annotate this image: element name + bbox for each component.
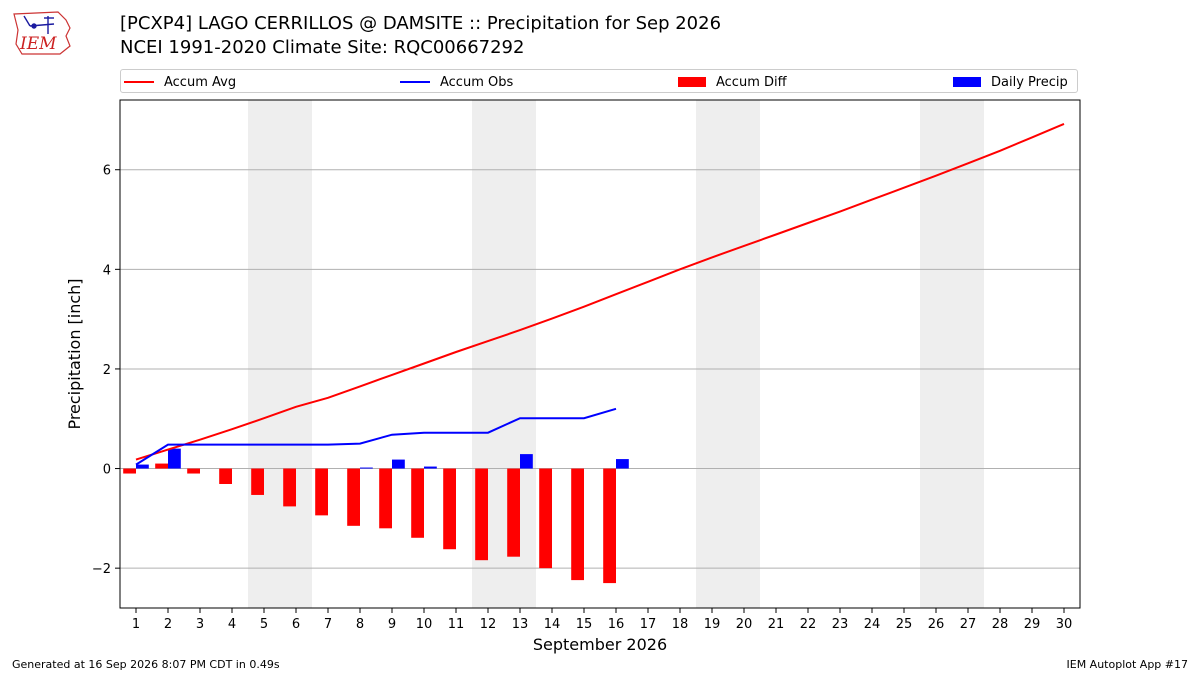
x-tick-label: 11 [448, 617, 465, 632]
legend-item-accum-diff: Accum Diff [678, 73, 787, 91]
legend-label-accum-avg: Accum Avg [164, 74, 237, 90]
x-axis-label: September 2026 [533, 635, 667, 654]
weekend-shade-0 [248, 100, 312, 608]
legend-label-accum-obs: Accum Obs [440, 74, 514, 90]
x-tick-label: 19 [704, 617, 721, 632]
x-tick-label: 22 [800, 617, 817, 632]
legend-label-daily-precip: Daily Precip [991, 74, 1068, 90]
bars [123, 448, 629, 584]
weekend-shade-3 [920, 100, 984, 608]
bar-daily-precip [520, 454, 533, 469]
x-tick-label: 8 [356, 617, 364, 632]
x-tick-label: 7 [324, 617, 332, 632]
bar-accum-diff [411, 468, 424, 538]
plot-frame [119, 99, 1081, 609]
bar-daily-precip [616, 459, 629, 469]
x-tick-label: 5 [260, 617, 268, 632]
bar-accum-diff [187, 468, 200, 474]
legend-item-accum-obs: Accum Obs [400, 73, 513, 91]
x-tick-label: 4 [228, 617, 236, 632]
x-tick-label: 30 [1056, 617, 1073, 632]
x-tick-label: 2 [164, 617, 172, 632]
x-tick-label: 20 [736, 617, 753, 632]
legend-swatch-accum-obs [400, 81, 430, 83]
x-tick-label: 18 [672, 617, 689, 632]
gridlines [120, 169, 1080, 569]
y-tick-label: 6 [103, 164, 111, 179]
bar-daily-precip [424, 466, 437, 469]
x-tick-label: 24 [864, 617, 881, 632]
x-tick-label: 17 [640, 617, 657, 632]
weekend-shade-1 [472, 100, 536, 608]
y-tick-label: 0 [103, 463, 111, 478]
x-tick-label: 12 [480, 617, 497, 632]
y-tick-label: 4 [103, 263, 111, 278]
chart-title: [PCXP4] LAGO CERRILLOS @ DAMSITE :: Prec… [120, 13, 722, 34]
x-tick-label: 14 [544, 617, 561, 632]
bar-daily-precip [360, 467, 373, 469]
x-tick-label: 9 [388, 617, 396, 632]
x-tick-label: 13 [512, 617, 529, 632]
x-tick-label: 3 [196, 617, 204, 632]
bar-accum-diff [283, 468, 296, 507]
bar-accum-diff [315, 468, 328, 516]
legend-item-accum-avg: Accum Avg [124, 73, 236, 91]
x-tick-label: 23 [832, 617, 849, 632]
logo-text: IEM [19, 34, 57, 54]
bar-accum-diff [571, 468, 584, 581]
x-tick-label: 26 [928, 617, 945, 632]
bar-accum-diff [539, 468, 552, 569]
legend-item-daily-precip: Daily Precip [953, 73, 1068, 91]
legend: Accum Avg Accum Obs Accum Diff Daily Pre… [120, 69, 1078, 93]
lines [135, 122, 1065, 466]
bar-accum-diff [251, 468, 264, 495]
weekend-shade-2 [696, 100, 760, 608]
footer-generated: Generated at 16 Sep 2026 8:07 PM CDT in … [12, 658, 280, 671]
x-tick-label: 10 [416, 617, 433, 632]
footer-app: IEM Autoplot App #17 [1066, 658, 1189, 671]
y-axis-label: Precipitation [inch] [65, 278, 84, 429]
bar-accum-diff [443, 468, 456, 550]
legend-swatch-daily-precip [953, 77, 981, 87]
x-tick-label: 25 [896, 617, 913, 632]
x-tick-label: 27 [960, 617, 977, 632]
iem-logo: IEM [13, 11, 71, 55]
bar-daily-precip [392, 459, 405, 469]
bar-accum-diff [347, 468, 360, 526]
x-tick-label: 1 [132, 617, 140, 632]
y-tick-label: −2 [92, 562, 111, 577]
x-tick-label: 29 [1024, 617, 1041, 632]
x-tick-label: 28 [992, 617, 1009, 632]
y-tick-label: 2 [103, 363, 111, 378]
x-tick-label: 6 [292, 617, 300, 632]
legend-label-accum-diff: Accum Diff [716, 74, 787, 90]
bar-daily-precip [168, 448, 181, 469]
line-accum-avg [135, 122, 1065, 461]
legend-swatch-accum-avg [124, 81, 154, 83]
bar-accum-diff [123, 468, 136, 474]
bar-accum-diff [219, 468, 232, 484]
bar-daily-precip [136, 464, 149, 469]
bar-accum-diff [379, 468, 392, 529]
bar-accum-diff [507, 468, 520, 557]
bar-accum-diff [603, 468, 616, 584]
weekend-shading [248, 100, 984, 608]
chart-subtitle: NCEI 1991-2020 Climate Site: RQC00667292 [120, 37, 525, 58]
bar-accum-diff [155, 463, 168, 469]
legend-swatch-accum-diff [678, 77, 706, 87]
x-tick-label: 16 [608, 617, 625, 632]
line-accum-obs [135, 407, 617, 466]
bar-accum-diff [475, 468, 488, 561]
x-tick-label: 15 [576, 617, 593, 632]
x-tick-label: 21 [768, 617, 785, 632]
